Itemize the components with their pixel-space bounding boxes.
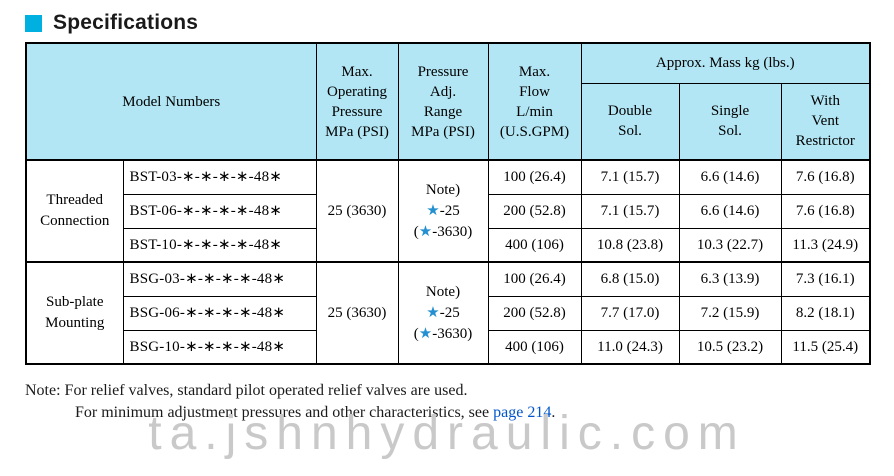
- col-header-with-vent-restrictor: With Vent Restrictor: [780, 82, 871, 161]
- double-sol-mass-cell: 10.8 (23.8): [580, 227, 680, 263]
- vent-restrictor-mass-cell: 11.3 (24.9): [780, 227, 871, 263]
- table-row: BST-10-∗-∗-∗-∗-48∗ 400 (106) 10.8 (23.8)…: [26, 227, 871, 263]
- double-sol-mass-cell: 6.8 (15.0): [580, 261, 680, 297]
- model-number-cell: BST-03-∗-∗-∗-∗-48∗: [122, 159, 317, 195]
- section-header: Specifications: [0, 0, 894, 35]
- specifications-table: Model Numbers Max. Operating Pressure MP…: [25, 42, 872, 365]
- table-row: BSG-10-∗-∗-∗-∗-48∗ 400 (106) 11.0 (24.3)…: [26, 329, 871, 365]
- adj-line-2: ★-25: [426, 202, 460, 219]
- vent-restrictor-mass-cell: 7.3 (16.1): [780, 261, 871, 297]
- note-line-2: For minimum adjustment pressures and oth…: [75, 404, 556, 421]
- star-icon: ★: [418, 223, 433, 240]
- flow-cell: 200 (52.8): [487, 193, 582, 229]
- vent-restrictor-mass-cell: 11.5 (25.4): [780, 329, 871, 365]
- vent-restrictor-mass-cell: 7.6 (16.8): [780, 159, 871, 195]
- star-icon: ★: [426, 202, 440, 219]
- single-sol-mass-cell: 7.2 (15.9): [678, 295, 782, 331]
- adj-line-3: (★-3630): [413, 223, 473, 240]
- double-sol-mass-cell: 7.1 (15.7): [580, 159, 680, 195]
- table-row: BST-06-∗-∗-∗-∗-48∗ 200 (52.8) 7.1 (15.7)…: [26, 193, 871, 229]
- notes-block: Note: For relief valves, standard pilot …: [25, 380, 894, 424]
- table-row: Threaded Connection BST-03-∗-∗-∗-∗-48∗ 2…: [25, 159, 871, 263]
- adj-note-label: Note): [425, 283, 461, 300]
- model-number-cell: BST-06-∗-∗-∗-∗-48∗: [122, 193, 317, 229]
- model-number-cell: BSG-03-∗-∗-∗-∗-48∗: [122, 261, 317, 297]
- double-sol-mass-cell: 11.0 (24.3): [580, 329, 680, 365]
- page-214-link[interactable]: page 214: [493, 404, 552, 421]
- star-icon: ★: [426, 304, 440, 321]
- col-header-approx-mass: Approx. Mass kg (lbs.): [580, 42, 871, 84]
- single-sol-mass-cell: 10.3 (22.7): [678, 227, 782, 263]
- flow-cell: 100 (26.4): [487, 261, 582, 297]
- row-group-label-subplate: Sub-plate Mounting: [25, 261, 124, 365]
- adj-note-label: Note): [425, 181, 461, 198]
- model-number-cell: BST-10-∗-∗-∗-∗-48∗: [122, 227, 317, 263]
- vent-restrictor-mass-cell: 7.6 (16.8): [780, 193, 871, 229]
- flow-cell: 200 (52.8): [487, 295, 582, 331]
- col-header-pressure-adj-range: Pressure Adj. Range MPa (PSI): [397, 42, 489, 161]
- col-header-single-sol: Single Sol.: [678, 82, 782, 161]
- single-sol-mass-cell: 6.6 (14.6): [678, 159, 782, 195]
- col-header-max-flow: Max. Flow L/min (U.S.GPM): [487, 42, 582, 161]
- single-sol-mass-cell: 6.3 (13.9): [678, 261, 782, 297]
- table-row: Sub-plate Mounting BSG-03-∗-∗-∗-∗-48∗ 25…: [25, 261, 871, 365]
- flow-cell: 100 (26.4): [487, 159, 582, 195]
- single-sol-mass-cell: 10.5 (23.2): [678, 329, 782, 365]
- flow-cell: 400 (106): [487, 329, 582, 365]
- double-sol-mass-cell: 7.7 (17.0): [580, 295, 680, 331]
- col-header-model-numbers: Model Numbers: [25, 42, 317, 161]
- star-icon: ★: [418, 325, 433, 342]
- col-header-double-sol: Double Sol.: [580, 82, 680, 161]
- note-line-1: Note: For relief valves, standard pilot …: [25, 382, 468, 399]
- adj-line-2: ★-25: [426, 304, 460, 321]
- operating-pressure-cell: 25 (3630): [315, 159, 399, 263]
- single-sol-mass-cell: 6.6 (14.6): [678, 193, 782, 229]
- operating-pressure-cell: 25 (3630): [315, 261, 399, 365]
- pressure-adj-range-cell: Note) ★-25 (★-3630): [397, 159, 489, 263]
- section-title: Specifications: [53, 11, 199, 34]
- double-sol-mass-cell: 7.1 (15.7): [580, 193, 680, 229]
- section-marker-icon: [25, 14, 42, 32]
- model-number-cell: BSG-06-∗-∗-∗-∗-48∗: [122, 295, 317, 331]
- table-row: BSG-06-∗-∗-∗-∗-48∗ 200 (52.8) 7.7 (17.0)…: [26, 295, 871, 331]
- row-group-label-threaded: Threaded Connection: [25, 159, 124, 263]
- model-number-cell: BSG-10-∗-∗-∗-∗-48∗: [122, 329, 317, 365]
- vent-restrictor-mass-cell: 8.2 (18.1): [780, 295, 871, 331]
- flow-cell: 400 (106): [487, 227, 582, 263]
- pressure-adj-range-cell: Note) ★-25 (★-3630): [397, 261, 489, 365]
- adj-line-3: (★-3630): [413, 325, 473, 342]
- col-header-max-operating-pressure: Max. Operating Pressure MPa (PSI): [315, 42, 399, 161]
